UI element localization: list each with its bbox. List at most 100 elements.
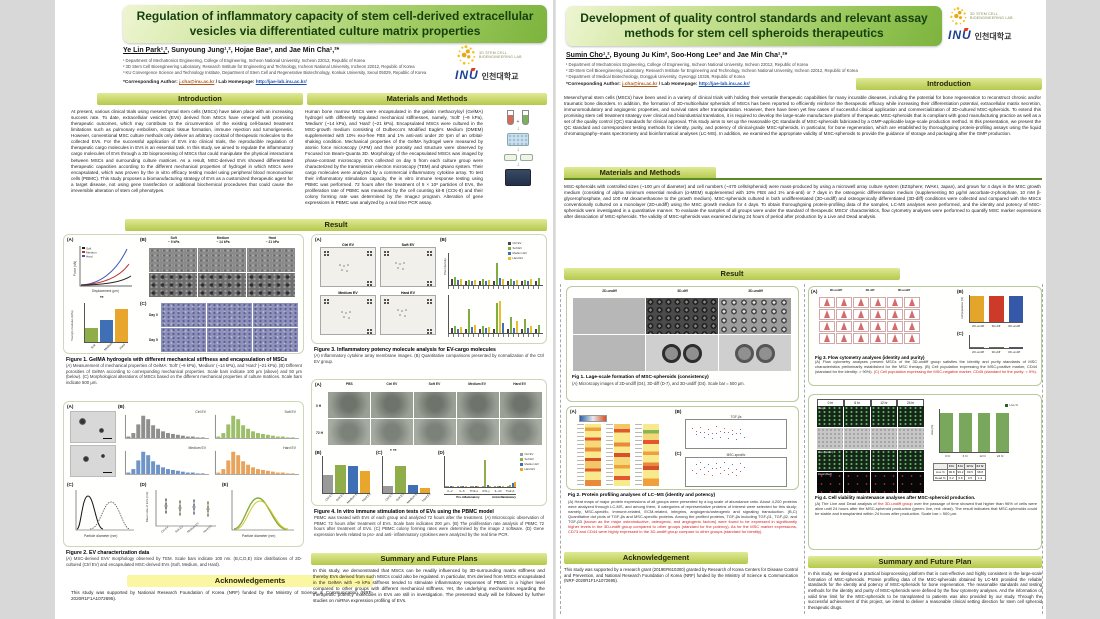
image-cell [870,297,886,308]
lab-logo: 3D STEM CELL BIOENGINEERING LAB INU 인천대학교 [948,6,1042,50]
heatmap-strip [643,424,659,486]
image-cell [836,321,852,332]
arrow-down-icon: ↓ [516,162,520,168]
image-cell [836,333,852,344]
panel-e-label: (E) [222,482,229,487]
panel-c-label: (C) [140,301,147,306]
summary-text-right: In this study, we designed a practical b… [808,571,1042,611]
rfig4-image-grid [817,406,924,493]
acknowledgements-text: This study was supported by National Res… [71,590,373,602]
introduction-text: At present, various clinical trials usin… [71,109,293,193]
tube-icon [522,110,530,125]
hist-title: Soft EV [284,410,297,414]
tick-label: 3D-diff [991,324,1001,328]
image-cell [898,428,924,449]
membrane-image [380,295,436,335]
image-cell [371,419,413,445]
email-link[interactable]: j.cha@inu.ac.kr [622,82,658,87]
bar [486,485,489,487]
svg-text:Medium EV: Medium EV [186,521,200,533]
bar [383,485,394,493]
panel-b-label: (B) [315,450,322,455]
bar-group [481,456,492,487]
hist-title: Hard EV [283,446,296,450]
image-cell [573,298,645,334]
rfig4-panel: 0 hr 6 hr 12 hr 24 hr Merge Live (Green) De… [808,394,1042,550]
dashed-divider [560,284,561,614]
lab-name: 3D STEM CELL BIOENGINEERING LAB [479,51,522,60]
viability-table: 0 hr 6 hr 12 hr 24 hr Live % 99.8 99.2 99.5 98.8… [933,463,986,482]
cd44-categories: 2D-undiff 3D-diff 3D-undiff [969,324,1023,328]
first-author: Sumin Cho¹,² [566,52,610,59]
ev-particle [79,418,86,425]
image-cell [844,472,870,493]
image-cell [500,392,542,418]
bar [494,486,497,487]
homepage-link[interactable]: http://jae-lab.inu.ac.kr/ [698,82,750,87]
histogram-ctrl: Ctrl EV [122,410,210,444]
fig3b-ticks [448,286,542,289]
image-cell [457,419,499,445]
bar [445,486,447,487]
affiliation-3: ³ Department of Medical Biotechnology, D… [566,73,745,79]
youngs-modulus-chart [84,303,128,343]
image-cell [719,298,791,334]
rfig1-column-headers: 2D-undiff 3D-diff 3D-undiff [602,289,763,293]
image-cell [853,333,869,344]
section-materials-methods: Materials and Methods [307,93,547,105]
youngs-modulus-categories: Soft Medium Hard [84,341,128,351]
image-cell [207,328,252,352]
image-cell [149,273,197,297]
panel-b-label: (B) [140,237,147,242]
panel-b-label: (B) [118,404,125,409]
arrow-down-icon: ↓ [516,126,520,132]
rfig3-panel: (A) 2D-undiff 3D-diff 3D-undiff (B) Cell… [808,286,1042,386]
inu-logo: INU 인천대학교 [948,28,1042,42]
figure1-panel: (A) Soft Medium Hard Displacement (μm) F… [63,234,304,354]
methods-text: MSC-spheroids with controlled sizes (~10… [564,184,1041,220]
image-cell [898,450,924,471]
ev-particle [99,428,104,433]
svg-text:Force (nN): Force (nN) [73,261,77,276]
bar [509,485,512,487]
summary-text-left: In this study, we demonstrated that MSCs… [313,568,545,604]
figure1-caption-body: (A) Measurement of mechanical properties… [66,363,302,385]
tick-label: 2D-undiff [971,324,985,328]
fig4d-group-labels: Pro-inflammatory Anti-inflammatory [444,494,516,499]
tube-icon [506,110,514,125]
other-authors: , Sunyoung Jung¹,², Hojae Bae³, and Jae … [167,47,340,54]
youngs-modulus-ylabel: Young's modulus (kPa) [70,310,74,341]
bar-group [457,456,467,487]
starburst-icon [950,7,967,25]
poster-title-text: Development of quality control standards… [580,11,928,40]
bar [100,320,113,342]
rfig3-caption-red: (C) Cell population expressing the MSC-n… [873,368,1037,374]
bar [452,486,455,487]
image-cell [161,303,206,327]
bar [347,466,358,493]
panel-b-label: (B) [675,409,682,414]
email-link[interactable]: j.cha@inu.ac.kr [179,80,215,85]
image-cell [844,406,870,427]
bar [489,485,492,487]
homepage-link[interactable]: http://jae-lab.inu.ac.kr/ [255,80,307,85]
arrow-down-icon: ↓ [516,147,520,153]
heatmap-strip [585,424,601,486]
overlay-dead: Dead (Red) [818,473,832,476]
image-cell [836,297,852,308]
panel-c-label: (C) [376,450,383,455]
tick-label: TGF-β [505,489,515,493]
membrane-title: Soft EV [401,243,415,247]
rfig4-caption-title: Fig 4. Cell viability maintenance analys… [815,495,976,500]
affiliation-2: ² 3D-Stem Cell Bioengineering Laboratory… [566,67,858,73]
cd45-chart [969,335,1023,349]
bar [419,487,430,493]
rfig4-caption-body: (A) The Live and Dead analysis of [815,500,878,506]
significance-mark: ** [100,295,104,300]
panel-c-label: (C) [67,482,74,487]
tem-image [70,445,116,477]
section-underline [564,178,1042,180]
image-cell [371,392,413,418]
bar [462,486,465,487]
figure1-caption: Figure 1. GelMA hydrogels with different… [66,357,302,386]
